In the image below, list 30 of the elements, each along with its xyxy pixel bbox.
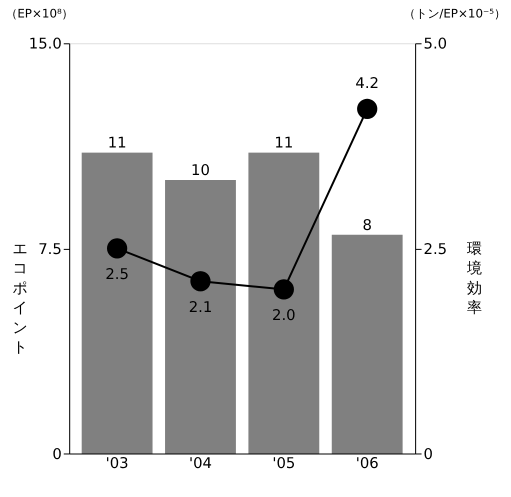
data-label: 2.5	[105, 266, 129, 284]
data-label: 8	[362, 216, 372, 234]
x-tick-label: '03	[106, 454, 129, 472]
point	[190, 271, 211, 292]
x-tick-label: '06	[356, 454, 379, 472]
point	[106, 238, 128, 258]
bar	[165, 180, 236, 454]
data-label: 2.0	[272, 307, 296, 324]
y2-tick-label: 0	[424, 446, 433, 463]
bar	[82, 152, 153, 454]
text: （EP×10⁸）	[5, 6, 74, 21]
y-tick-label: 7.5	[38, 240, 62, 258]
y2-axis-title: 環境効率	[466, 240, 482, 317]
y-axis-title: エコポイント	[12, 240, 28, 356]
data-label: 2.1	[188, 298, 212, 316]
data-label: 11	[274, 134, 294, 152]
text: （トン/EP×10⁻⁵）	[403, 6, 506, 21]
x-tick-label: '05	[272, 454, 296, 472]
bar	[332, 234, 403, 454]
data-label: 4.2	[355, 75, 379, 92]
data-label: 10	[191, 162, 210, 180]
y-tick-label: 0	[52, 446, 62, 463]
point	[357, 98, 378, 120]
point	[274, 279, 294, 300]
data-label: 11	[108, 134, 127, 152]
y2-tick-label: 5.0	[424, 36, 448, 53]
y2-tick-label: 2.5	[424, 240, 448, 258]
bar	[248, 152, 320, 454]
y-tick-label: 15.0	[28, 36, 62, 53]
x-tick-label: '04	[189, 454, 212, 472]
